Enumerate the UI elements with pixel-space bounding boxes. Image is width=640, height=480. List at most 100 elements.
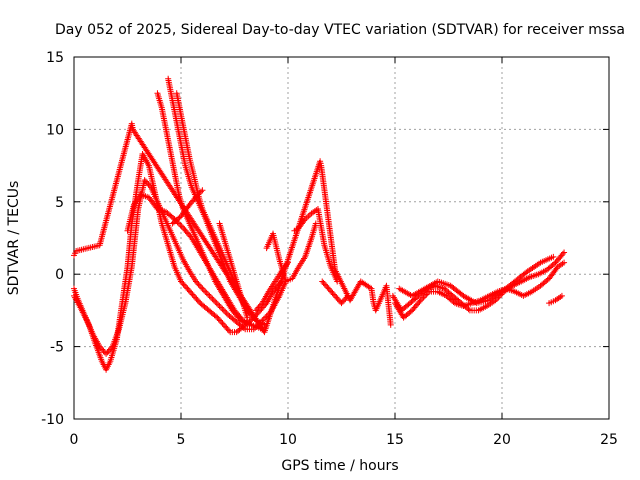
axis-ticks: 0 5 10 15 20 25 -10 -5 0 5 10 15: [41, 50, 618, 448]
data-point-track-b: [213, 300, 220, 307]
data-point-track-a: [186, 288, 193, 295]
data-point-track-l: [334, 295, 341, 302]
data-point-track-a: [216, 317, 223, 324]
data-point-track-i: [252, 307, 259, 314]
data-point-track-b: [106, 346, 113, 353]
data-point-track-i: [258, 301, 265, 308]
x-tick-label: 25: [600, 432, 618, 448]
data-point-track-l: [341, 297, 348, 304]
data-point-track-m: [551, 260, 558, 267]
data-point-track-a: [190, 292, 197, 299]
data-point-track-b: [196, 282, 203, 289]
data-point-track-b: [142, 178, 149, 185]
data-point-track-a: [193, 295, 200, 302]
data-point-track-a: [183, 284, 190, 291]
data-point-track-o: [459, 291, 466, 298]
data-point-track-a: [178, 278, 184, 285]
data-point-track-i: [254, 305, 261, 312]
x-tick-label: 5: [177, 432, 186, 448]
data-point-track-b: [240, 325, 247, 332]
y-tick-label: 15: [46, 50, 64, 66]
data-point-track-a: [189, 291, 196, 298]
data-point-track-b: [202, 288, 209, 295]
data-point-track-g: [193, 193, 200, 200]
data-point-track-b: [199, 285, 206, 292]
y-tick-label: 5: [55, 195, 64, 211]
data-point-track-b: [219, 305, 226, 312]
data-points: [71, 75, 568, 373]
data-point-track-c: [175, 220, 182, 227]
data-point-track-b: [104, 349, 111, 356]
data-point-track-b: [144, 179, 151, 186]
data-point-track-b: [200, 287, 207, 294]
data-point-track-a: [185, 287, 192, 294]
data-point-isolated: [387, 321, 394, 328]
x-axis-label: GPS time / hours: [281, 458, 398, 474]
data-point-track-l: [323, 282, 330, 289]
data-point-track-a: [180, 281, 187, 288]
data-point-track-a: [220, 321, 227, 328]
data-point-track-c: [170, 214, 177, 221]
y-axis-label: SDTVAR / TECUs: [6, 181, 22, 296]
data-point-track-n: [407, 308, 414, 315]
y-tick-label: -5: [50, 340, 64, 356]
data-point-track-b: [100, 347, 107, 354]
data-point-track-g: [196, 190, 203, 197]
data-point-track-l: [332, 292, 339, 299]
data-point-track-n: [553, 265, 560, 272]
data-point-track-a: [184, 285, 191, 292]
data-point-track-b: [97, 345, 104, 352]
data-point-track-b: [195, 281, 202, 288]
data-point-track-n: [421, 292, 428, 299]
data-point-track-l: [335, 297, 342, 304]
data-point-track-b: [215, 301, 222, 308]
data-point-track-b: [194, 279, 201, 286]
data-point-track-n: [416, 298, 423, 305]
data-point-track-b: [216, 303, 223, 310]
data-point-track-l: [319, 278, 326, 285]
data-point-track-b: [217, 304, 224, 311]
x-tick-label: 15: [386, 432, 404, 448]
data-point-track-b: [262, 314, 269, 321]
data-point-track-d: [246, 321, 253, 328]
data-point-track-n: [419, 295, 426, 302]
data-point-track-a: [192, 294, 199, 301]
data-point-track-b: [260, 316, 267, 323]
data-point-track-g: [199, 187, 206, 194]
data-point-track-b: [145, 181, 152, 188]
data-point-track-b: [207, 294, 214, 301]
data-point-track-h: [244, 314, 251, 321]
data-point-track-l: [333, 294, 340, 301]
data-point-track-a: [215, 316, 222, 323]
x-tick-label: 10: [279, 432, 297, 448]
data-point-track-b: [198, 284, 205, 291]
data-point-track-a: [222, 323, 229, 330]
y-tick-label: 10: [46, 122, 64, 138]
data-point-track-c: [177, 221, 184, 228]
data-point-track-a: [223, 324, 230, 331]
data-point-track-b: [212, 298, 219, 305]
data-point-track-n: [424, 290, 431, 297]
data-point-track-b: [222, 308, 229, 315]
data-point-track-b: [141, 177, 148, 184]
data-point-track-g: [195, 191, 202, 198]
data-point-track-l: [339, 298, 346, 305]
data-point-track-n: [417, 297, 424, 304]
data-point-track-b: [220, 307, 227, 314]
data-point-track-n: [450, 298, 457, 305]
data-point-track-i: [255, 304, 262, 311]
data-point-track-b: [205, 291, 212, 298]
data-point-track-b: [209, 295, 216, 302]
data-point-track-a: [219, 320, 226, 327]
data-point-track-b: [223, 310, 230, 317]
data-point-track-a: [224, 326, 231, 333]
data-point-track-i: [256, 303, 263, 310]
data-point-track-a: [225, 327, 232, 334]
grid-lines: [74, 57, 609, 419]
data-point-track-a: [194, 297, 201, 304]
data-point-track-g: [197, 188, 204, 195]
data-point-track-l: [329, 290, 336, 297]
data-point-track-b: [105, 347, 112, 354]
x-tick-label: 20: [493, 432, 511, 448]
